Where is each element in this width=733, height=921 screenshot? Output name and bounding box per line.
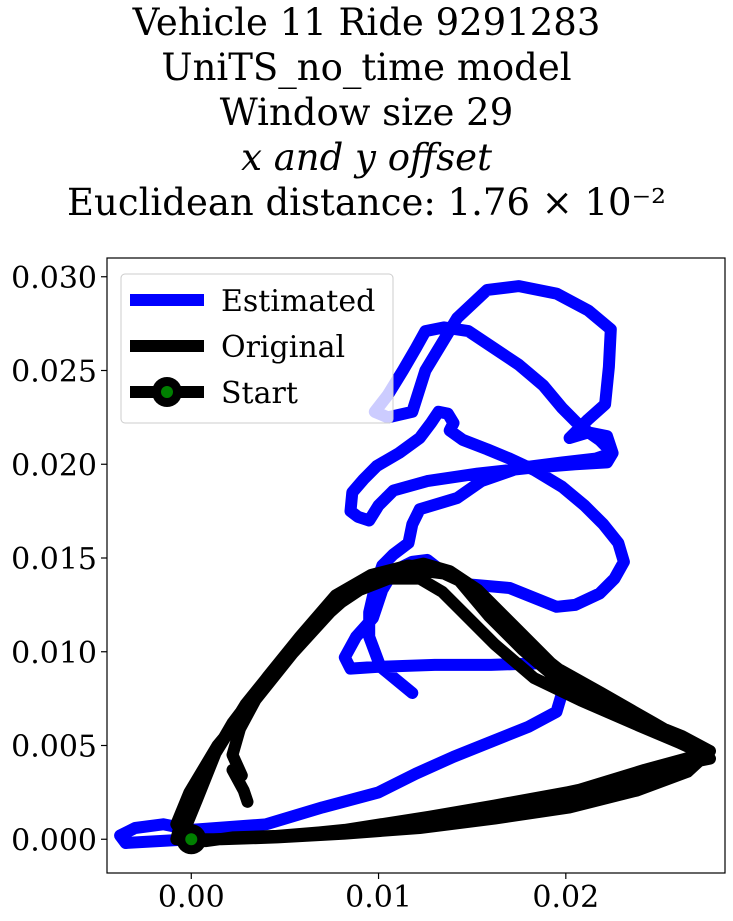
y-tick-label: 0.005	[11, 730, 97, 765]
y-tick-label: 0.000	[11, 823, 97, 858]
x-tick-label: 0.00	[158, 880, 225, 915]
y-tick-label: 0.015	[11, 542, 97, 577]
series-estimated-line	[114, 280, 630, 849]
title-line-2: UniTS_no_time model	[161, 46, 572, 89]
legend-box	[120, 273, 394, 424]
legend: Estimated Original Start	[120, 273, 394, 424]
y-tick-label: 0.010	[11, 636, 97, 671]
legend-label-estimated: Estimated	[221, 284, 375, 319]
ticks-layer: 0.00 0.01 0.02 0.000 0.005 0.010 0.015 0.020 0.0…	[11, 261, 599, 915]
title-line-1: Vehicle 11 Ride 9291283	[132, 1, 601, 44]
x-tick-label: 0.01	[345, 880, 412, 915]
series-original-line	[170, 557, 716, 848]
legend-label-original: Original	[221, 330, 345, 365]
y-tick-label: 0.020	[11, 448, 97, 483]
legend-label-start: Start	[221, 376, 298, 411]
chart-title: Vehicle 11 Ride 9291283 UniTS_no_time mo…	[0, 0, 733, 225]
legend-start-marker-inner	[161, 386, 173, 398]
series-layer	[114, 280, 716, 849]
title-line-3: Window size 29	[219, 91, 514, 134]
start-marker-inner	[185, 833, 198, 846]
start-marker-layer	[176, 824, 207, 855]
y-tick-label: 0.025	[11, 355, 97, 390]
y-tick-label: 0.030	[11, 261, 97, 296]
x-tick-label: 0.02	[532, 880, 599, 915]
title-line-5: Euclidean distance: 1.76 × 10⁻²	[67, 181, 666, 224]
title-line-4: x and y offset	[241, 136, 492, 179]
axes-frame	[106, 257, 726, 874]
